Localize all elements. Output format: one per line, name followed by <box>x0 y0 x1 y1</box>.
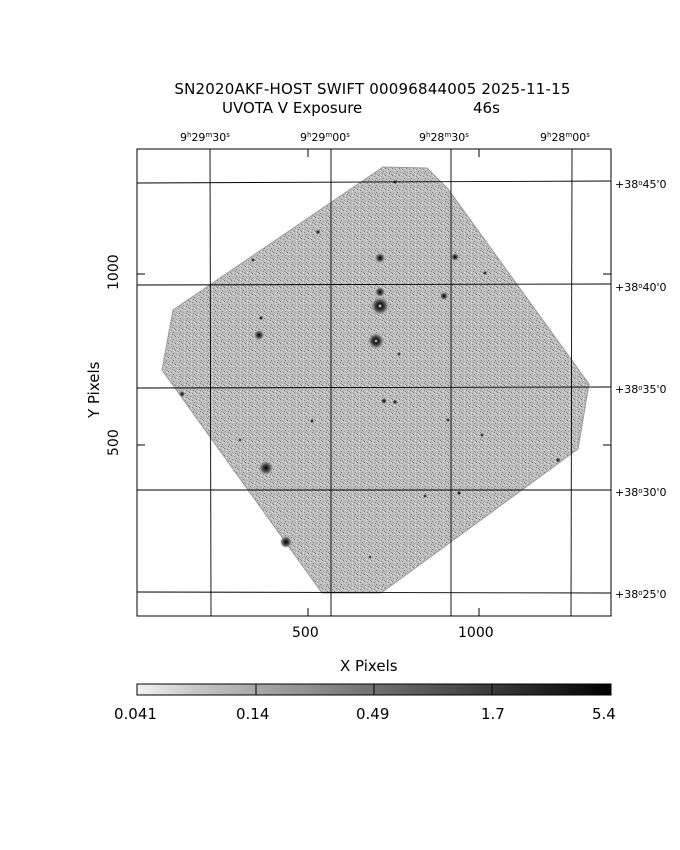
y-axis-label: Y Pixels <box>85 361 103 418</box>
ra-tick-label: 9h28m30s <box>419 131 469 144</box>
plot-frame <box>136 148 612 617</box>
exposure-footprint <box>161 166 590 594</box>
ra-tick-label: 9h28m00s <box>540 131 590 144</box>
colorbar-tick-label: 1.7 <box>481 705 505 723</box>
dec-tick-label: +38o35'0 <box>615 383 667 396</box>
ra-tick-label: 9h29m00s <box>300 131 350 144</box>
stars <box>179 180 561 559</box>
filter-exposure-label: UVOTA V Exposure <box>222 99 363 117</box>
colorbar-dividers <box>255 684 493 695</box>
dec-tick-label: +38o30'0 <box>615 486 667 499</box>
colorbar-tick-label: 0.49 <box>356 705 390 723</box>
ra-tick-label: 9h29m30s <box>180 131 230 144</box>
dec-tick-label: +38o40'0 <box>615 281 667 294</box>
x-tick-label: 1000 <box>458 625 494 641</box>
pixel-ticks <box>137 149 611 616</box>
colorbar-tick-label: 0.14 <box>236 705 270 723</box>
dec-tick-label: +38o45'0 <box>615 178 667 191</box>
x-axis-label: X Pixels <box>340 657 398 675</box>
exposure-time: 46s <box>473 99 500 117</box>
y-tick-label: 1000 <box>106 254 122 290</box>
y-tick-label: 500 <box>106 429 122 456</box>
dec-tick-label: +38o25'0 <box>615 588 667 601</box>
colorbar-tick-label: 5.4 <box>592 705 616 723</box>
colorbar-tick-label: 0.041 <box>114 705 157 723</box>
coordinate-grid <box>136 148 612 617</box>
x-tick-label: 500 <box>292 625 319 641</box>
plot-title: SN2020AKF-HOST SWIFT 00096844005 2025-11… <box>174 80 571 98</box>
